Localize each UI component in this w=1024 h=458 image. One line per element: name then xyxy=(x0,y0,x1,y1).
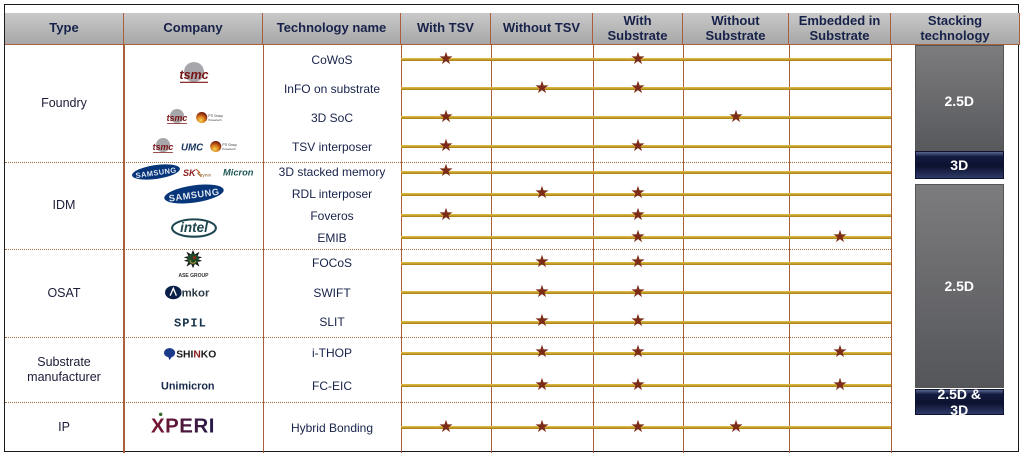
svg-text:hynix: hynix xyxy=(199,173,211,179)
svg-text:tsmc: tsmc xyxy=(179,68,208,82)
svg-text:intel: intel xyxy=(180,220,208,235)
svg-text:UMC: UMC xyxy=(181,142,204,153)
svg-text:XPERI: XPERI xyxy=(151,415,215,435)
svg-text:Powertech: Powertech xyxy=(208,118,222,122)
svg-text:SHINKO: SHINKO xyxy=(176,349,216,360)
svg-text:Unimicron: Unimicron xyxy=(161,381,215,392)
svg-text:SK: SK xyxy=(183,168,197,178)
svg-text:tsmc: tsmc xyxy=(152,142,173,152)
svg-text:mkor: mkor xyxy=(181,288,209,300)
svg-text:SPIL: SPIL xyxy=(174,316,207,329)
svg-text:tsmc: tsmc xyxy=(166,113,187,123)
svg-text:Micron: Micron xyxy=(223,168,254,178)
svg-text:Powertech: Powertech xyxy=(222,147,236,151)
